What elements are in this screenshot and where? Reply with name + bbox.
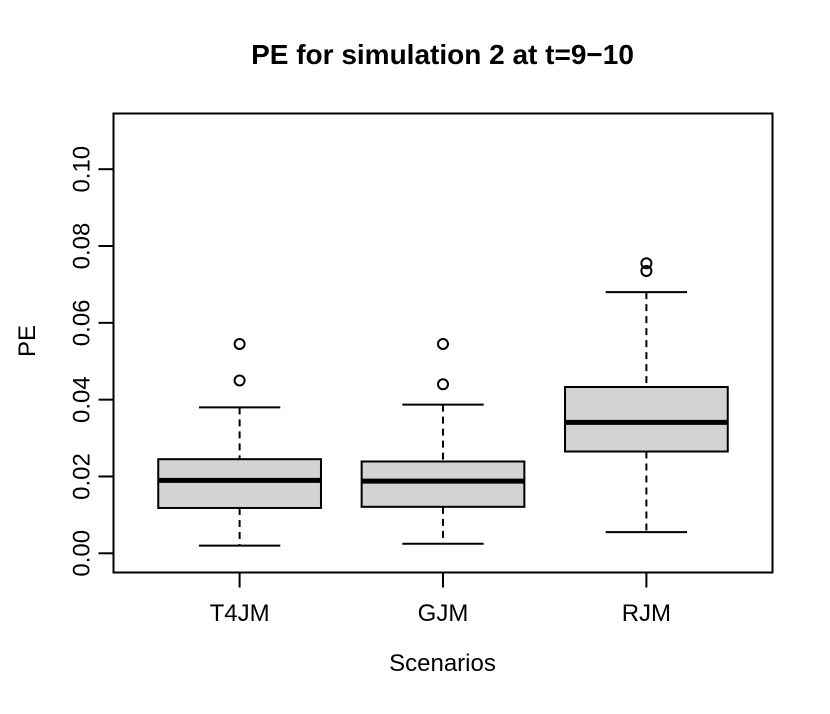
y-tick-label: 0.10 — [68, 146, 95, 193]
plot-layer: 0.00 0.02 0.04 0.06 0.08 0.10 T4JM GJM RJM — [68, 112, 774, 627]
x-category-label: RJM — [622, 600, 671, 627]
y-tick-label: 0.08 — [68, 223, 95, 270]
y-tick-label: 0.00 — [68, 530, 95, 577]
outlier-point-T4JM — [233, 337, 246, 350]
outlier-point-GJM — [437, 337, 449, 350]
y-tick-label: 0.04 — [68, 376, 95, 423]
chart-title: PE for simulation 2 at t=9−10 — [251, 39, 634, 70]
iqr-box-GJM — [360, 460, 526, 508]
outlier-point-GJM — [437, 378, 449, 391]
x-category-label: T4JM — [210, 600, 270, 627]
y-tick-label: 0.06 — [68, 299, 95, 346]
outlier-point-RJM — [640, 257, 653, 270]
y-tick-label: 0.02 — [68, 453, 95, 500]
x-category-label: GJM — [418, 600, 469, 627]
outlier-point-T4JM — [233, 374, 246, 387]
outlier-point-RJM — [640, 264, 653, 277]
iqr-box-T4JM — [157, 458, 322, 509]
iqr-box-RJM — [564, 385, 729, 453]
x-axis-title: Scenarios — [389, 650, 496, 677]
